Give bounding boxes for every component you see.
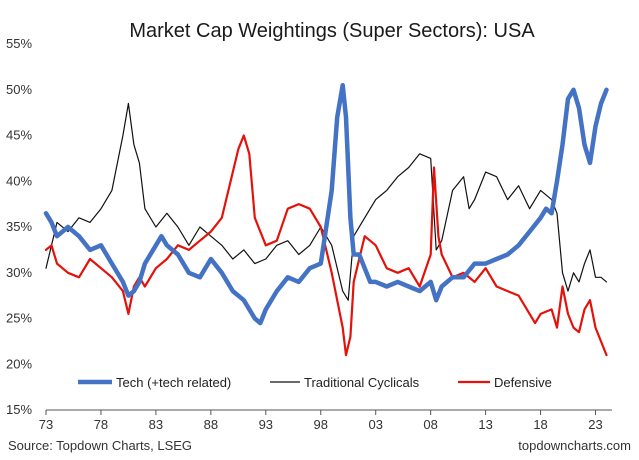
y-tick-label: 35% [6, 219, 32, 234]
x-tick-label: 73 [39, 417, 53, 432]
y-tick-label: 45% [6, 128, 32, 143]
y-tick-label: 50% [6, 82, 32, 97]
series-line-tech-tech-related [43, 82, 609, 326]
legend-label: Traditional Cyclicals [304, 375, 420, 390]
y-tick-label: 25% [6, 311, 32, 326]
x-tick-label: 18 [533, 417, 547, 432]
y-tick-label: 55% [6, 36, 32, 51]
legend-label: Tech (+tech related) [116, 375, 231, 390]
y-axis: 15% 20% 25% 30% 35% 40% 45% 50% 55% [6, 36, 32, 417]
x-axis: 73 78 83 88 93 98 03 08 13 18 23 [39, 409, 612, 432]
series-line-traditional-cyclicals [45, 102, 608, 301]
y-tick-label: 20% [6, 356, 32, 371]
source-note: Source: Topdown Charts, LSEG [8, 438, 192, 453]
y-tick-label: 40% [6, 173, 32, 188]
series-line-defensive [44, 134, 608, 357]
x-tick-label: 88 [204, 417, 218, 432]
x-tick-label: 98 [314, 417, 328, 432]
x-tick-label: 03 [368, 417, 382, 432]
series-layer [43, 82, 609, 357]
chart-title: Market Cap Weightings (Super Sectors): U… [129, 20, 535, 42]
x-tick-label: 13 [478, 417, 492, 432]
x-tick-label: 78 [94, 417, 108, 432]
legend: Tech (+tech related) Traditional Cyclical… [78, 375, 552, 390]
site-credit: topdowncharts.com [518, 438, 631, 453]
x-tick-label: 23 [588, 417, 602, 432]
y-tick-label: 30% [6, 265, 32, 280]
x-tick-label: 08 [423, 417, 437, 432]
legend-label: Defensive [494, 375, 552, 390]
y-tick-label: 15% [6, 402, 32, 417]
x-tick-label: 83 [149, 417, 163, 432]
x-tick-label: 93 [259, 417, 273, 432]
